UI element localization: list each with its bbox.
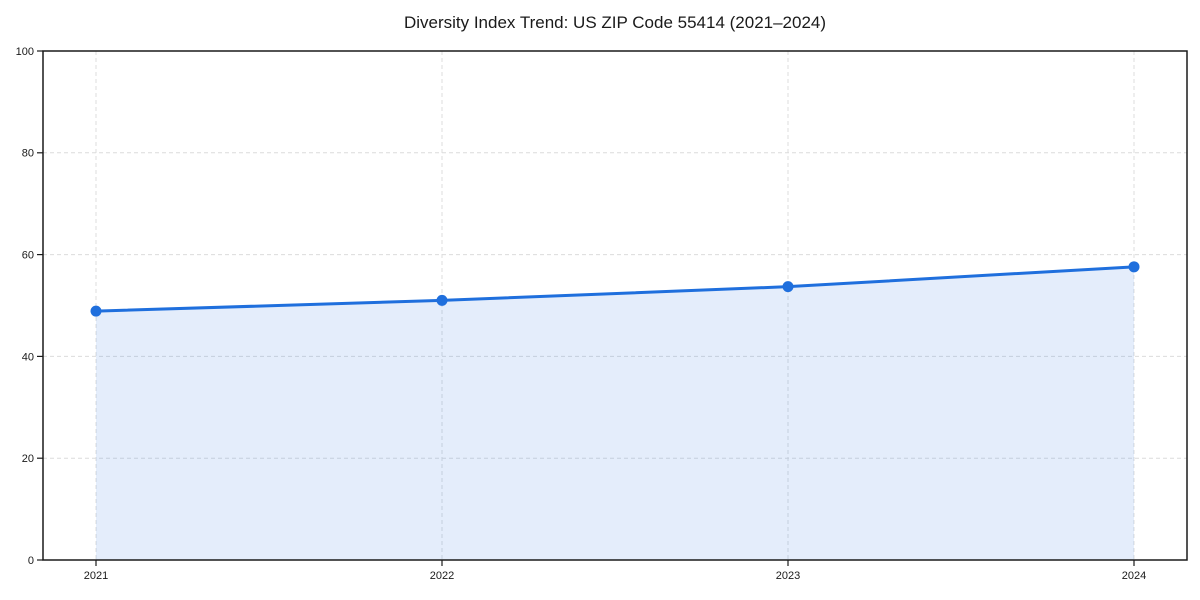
data-point: [782, 281, 794, 293]
axis-frame: [42, 50, 1188, 561]
y-tick-label: 40: [22, 351, 34, 363]
x-tick-label: 2023: [776, 570, 800, 582]
data-point: [90, 305, 102, 317]
data-point: [1128, 261, 1140, 273]
x-tick-label: 2022: [430, 570, 454, 582]
data-point: [436, 294, 448, 306]
trend-line: [94, 265, 1136, 313]
area-fill: [96, 266, 1134, 560]
y-tick-label: 20: [22, 453, 34, 465]
y-tick-label: 60: [22, 249, 34, 261]
y-tick-label: 80: [22, 148, 34, 160]
y-tick-label: 100: [16, 46, 34, 58]
y-tick-label: 0: [28, 555, 34, 567]
x-tick-label: 2021: [84, 570, 108, 582]
chart-title: Diversity Index Trend: US ZIP Code 55414…: [403, 13, 827, 32]
x-tick-label: 2024: [1122, 570, 1146, 582]
